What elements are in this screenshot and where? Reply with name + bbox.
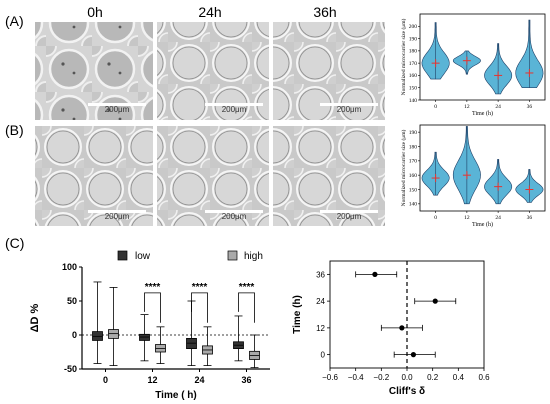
violin-a-ytick-label: 170 [409, 61, 418, 67]
scale-bar-b-0h [88, 210, 146, 213]
violin-b-xtick-label: 36 [527, 215, 533, 221]
micrograph-b-0h [35, 126, 153, 226]
micrograph-b-24h [157, 126, 269, 226]
box-c-bracket [191, 292, 208, 323]
scale-bar-label-b-36h: 200μm [337, 212, 362, 221]
scale-bar-label-b-24h: 200μm [222, 212, 247, 221]
violin-b-ylabel: Normalized microcarrier size (μm) [400, 129, 407, 206]
violin-b-ytick-label: 160 [409, 173, 418, 179]
box-c-ytick-label: 0 [72, 330, 77, 340]
forest-c-point [432, 298, 438, 304]
violin-b-xtick-label: 0 [434, 215, 437, 221]
violin-a-ytick-label: 150 [409, 86, 418, 92]
box-c-xlabel: Time ( h) [155, 390, 196, 401]
violin-a-frame [419, 13, 546, 101]
time-header-24h: 24h [198, 4, 221, 20]
forest-c-xlabel: Cliff's δ [389, 386, 425, 397]
forest-c-ytick-label: 0 [321, 351, 326, 360]
box-c-legend-swatch-high [227, 250, 238, 261]
violin-a-ytick-label: 190 [409, 36, 418, 42]
violin-a-ytick-label: 140 [409, 98, 418, 104]
box-c-ytick-label: 100 [62, 262, 77, 272]
box-c-xtick-label: 12 [147, 375, 157, 385]
violin-a-xtick-label: 12 [464, 104, 470, 110]
scale-bar-a-36h [320, 103, 378, 106]
scale-bar-label-b-0h: 200μm [105, 212, 130, 221]
box-c-ylabel: ΔD % [29, 303, 41, 332]
box-c-legend-low: low [135, 251, 151, 262]
violin-b-xtick-label: 24 [495, 215, 501, 221]
violin-b-xlabel: Time (h) [472, 221, 493, 228]
violin-a-ytick-label: 200 [409, 24, 418, 30]
box-c-significance: **** [192, 282, 208, 293]
box-c: -50 0 50 100 0 12 24 36 **** **** **** low high Time … [29, 250, 270, 401]
box-c-legend-high: high [244, 251, 263, 262]
forest-c-ytick-label: 36 [316, 270, 325, 279]
box-c-xtick-label: 36 [241, 375, 251, 385]
scale-bar-b-36h [320, 210, 378, 213]
forest-c-xtick-label: 0.4 [453, 373, 465, 382]
violin-a-xlabel: Time (h) [472, 110, 493, 117]
panel-label-a: (A) [5, 13, 24, 29]
forest-c-xtick-label: −0.2 [373, 373, 389, 382]
forest-c-point [410, 352, 417, 358]
violin-b-ytick-label: 150 [409, 187, 418, 193]
charts: 140 150 160 170 180 190 200 0 12 24 36 Time (h) Norm… [29, 13, 546, 401]
forest-c-xtick-label: 0.6 [478, 373, 490, 382]
violin-b-ytick-label: 140 [409, 202, 418, 208]
forest-c-ytick-label: 12 [316, 324, 325, 333]
violin-b-ytick-label: 170 [409, 159, 418, 165]
box-c-bracket [238, 292, 255, 323]
violin-a-ylabel: Normalized microcarrier size (μm) [400, 18, 407, 95]
forest-c-point [372, 271, 378, 277]
forest-c-ytick-label: 24 [316, 297, 325, 306]
violin-a-ytick-label: 180 [409, 49, 418, 55]
forest-c-xtick-label: −0.6 [322, 373, 338, 382]
time-header-36h: 36h [313, 4, 336, 20]
violin-b-ytick-label: 190 [409, 130, 418, 136]
violin-b-frame [419, 124, 546, 212]
violin-a-xtick-label: 0 [434, 104, 437, 110]
scale-bar-a-0h [88, 103, 146, 106]
box-c-ytick-label: 50 [67, 296, 77, 306]
micrograph-b-36h [273, 126, 385, 226]
box-c-xtick-label: 0 [103, 375, 108, 385]
time-header-0h: 0h [87, 4, 103, 20]
box-c-significance: **** [145, 282, 161, 293]
micrograph-row-a: 200μm 200μm 200μm [35, 22, 385, 120]
forest-c-xtick-label: −0.4 [348, 373, 364, 382]
panel-label-b: (B) [5, 122, 24, 138]
box-c-xtick-label: 24 [194, 375, 204, 385]
violin-b: 140 150 160 170 180 190 0 12 24 36 Time (h) Normali… [400, 124, 546, 228]
box-c-bracket [144, 292, 161, 323]
scale-bar-label-a-36h: 200μm [337, 105, 362, 114]
forest-c-ylabel: Time (h) [292, 295, 303, 334]
violin-b-xtick-label: 12 [464, 215, 470, 221]
violin-a-ytick-label: 160 [409, 73, 418, 79]
scale-bar-b-24h [205, 210, 263, 213]
panel-label-c: (C) [5, 235, 24, 251]
micrograph-row-b: 200μm 200μm 200μm [35, 126, 385, 226]
violin-a-xtick-label: 24 [495, 104, 501, 110]
violin-a-xtick-label: 36 [527, 104, 533, 110]
violin-b-ytick-label: 180 [409, 144, 418, 150]
forest-c-xtick-label: 0.0 [401, 373, 413, 382]
violin-a: 140 150 160 170 180 190 200 0 12 24 36 Time (h) Norm… [400, 13, 546, 117]
forest-c-xtick-label: 0.2 [427, 373, 439, 382]
scale-bar-label-a-24h: 200μm [222, 105, 247, 114]
box-c-ytick-label: -50 [64, 364, 77, 374]
scale-bar-a-24h [205, 103, 263, 106]
scale-bar-label-a-0h: 200μm [105, 105, 130, 114]
forest-c-point [399, 325, 405, 331]
box-c-significance: **** [239, 282, 255, 293]
box-c-legend-swatch-low [117, 250, 128, 261]
forest-c: −0.6 −0.4 −0.2 0.0 0.2 0.4 0.6 36 24 12 0 Cliff's δ… [292, 260, 490, 397]
